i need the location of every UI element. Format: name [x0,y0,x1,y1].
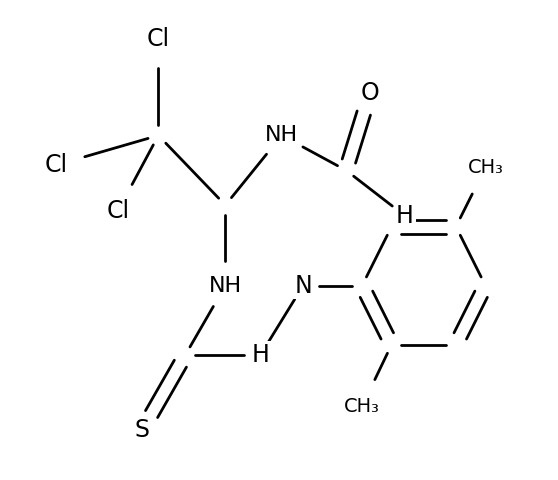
Text: Cl: Cl [147,27,170,51]
Text: S: S [135,419,150,443]
Text: H: H [251,343,269,367]
Text: O: O [361,81,379,105]
Text: Cl: Cl [107,199,129,223]
Text: N: N [294,274,312,298]
Text: Cl: Cl [45,153,68,177]
Text: H: H [396,204,414,228]
Text: CH₃: CH₃ [468,158,503,177]
Text: NH: NH [265,125,298,145]
Text: CH₃: CH₃ [344,397,380,416]
Text: NH: NH [209,276,242,296]
